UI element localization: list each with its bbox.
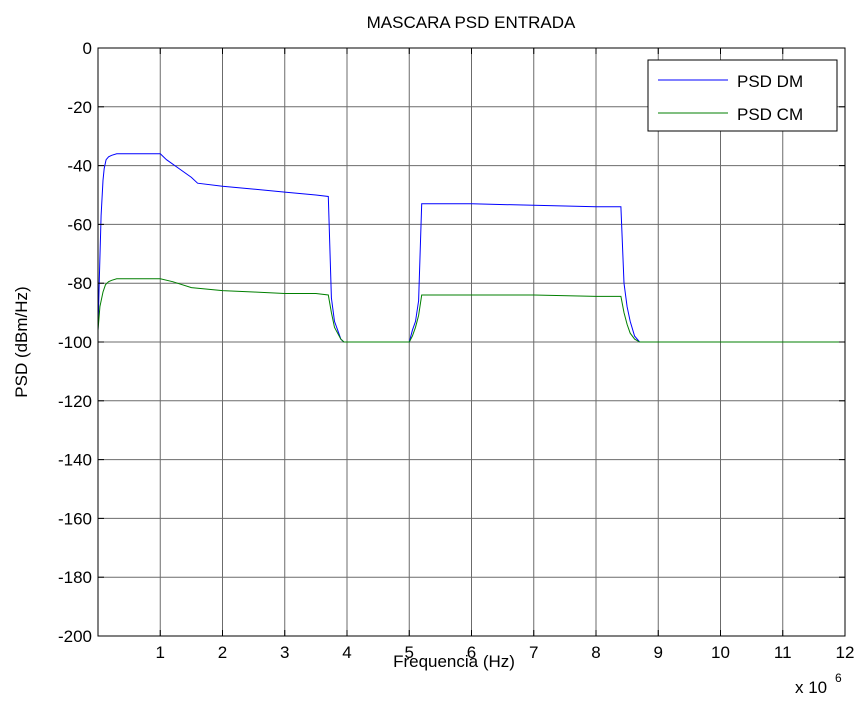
axis-ticks: 1 2 3 4 5 6 7 8 9 10 11 120-20-40-60-80-100-120-140… (58, 39, 854, 662)
x-tick-label: 6 (467, 643, 476, 662)
x-tick-label: 2 (218, 643, 227, 662)
y-axis-label: PSD (dBm/Hz) (12, 286, 31, 397)
y-tick-label: -60 (67, 215, 92, 234)
x-tick-label: 8 (591, 643, 600, 662)
y-tick-label: -20 (67, 98, 92, 117)
x-tick-label: 7 (529, 643, 538, 662)
legend-label-psd-dm: PSD DM (737, 72, 803, 91)
x-tick-label: 10 (711, 643, 730, 662)
y-tick-label: -160 (58, 509, 92, 528)
x-tick-label: 9 (654, 643, 663, 662)
chart-title: MASCARA PSD ENTRADA (367, 13, 576, 32)
x-tick-label: 5 (405, 643, 414, 662)
x-tick-label: 1 (156, 643, 165, 662)
y-tick-label: -120 (58, 392, 92, 411)
y-tick-label: -100 (58, 333, 92, 352)
series-line-psd-cm (97, 278, 845, 343)
x-tick-label: 12 (836, 643, 855, 662)
y-tick-label: -180 (58, 568, 92, 587)
legend-label-psd-cm: PSD CM (737, 105, 803, 124)
x-tick-label: 4 (342, 643, 351, 662)
y-tick-label: -140 (58, 451, 92, 470)
y-tick-label: -80 (67, 274, 92, 293)
x-axis-multiplier: x 10 (795, 678, 827, 697)
series-lines (97, 153, 845, 343)
y-tick-label: -40 (67, 157, 92, 176)
y-tick-label: -200 (58, 627, 92, 646)
legend: PSD DM PSD CM (647, 59, 838, 132)
x-axis-label: Frequencia (Hz) (393, 652, 515, 671)
x-tick-label: 3 (280, 643, 289, 662)
x-axis-multiplier-exponent: 6 (835, 671, 842, 685)
x-tick-label: 11 (774, 643, 792, 662)
legend-box (647, 59, 838, 132)
y-tick-label: 0 (83, 39, 92, 58)
series-line-psd-dm (97, 153, 845, 343)
